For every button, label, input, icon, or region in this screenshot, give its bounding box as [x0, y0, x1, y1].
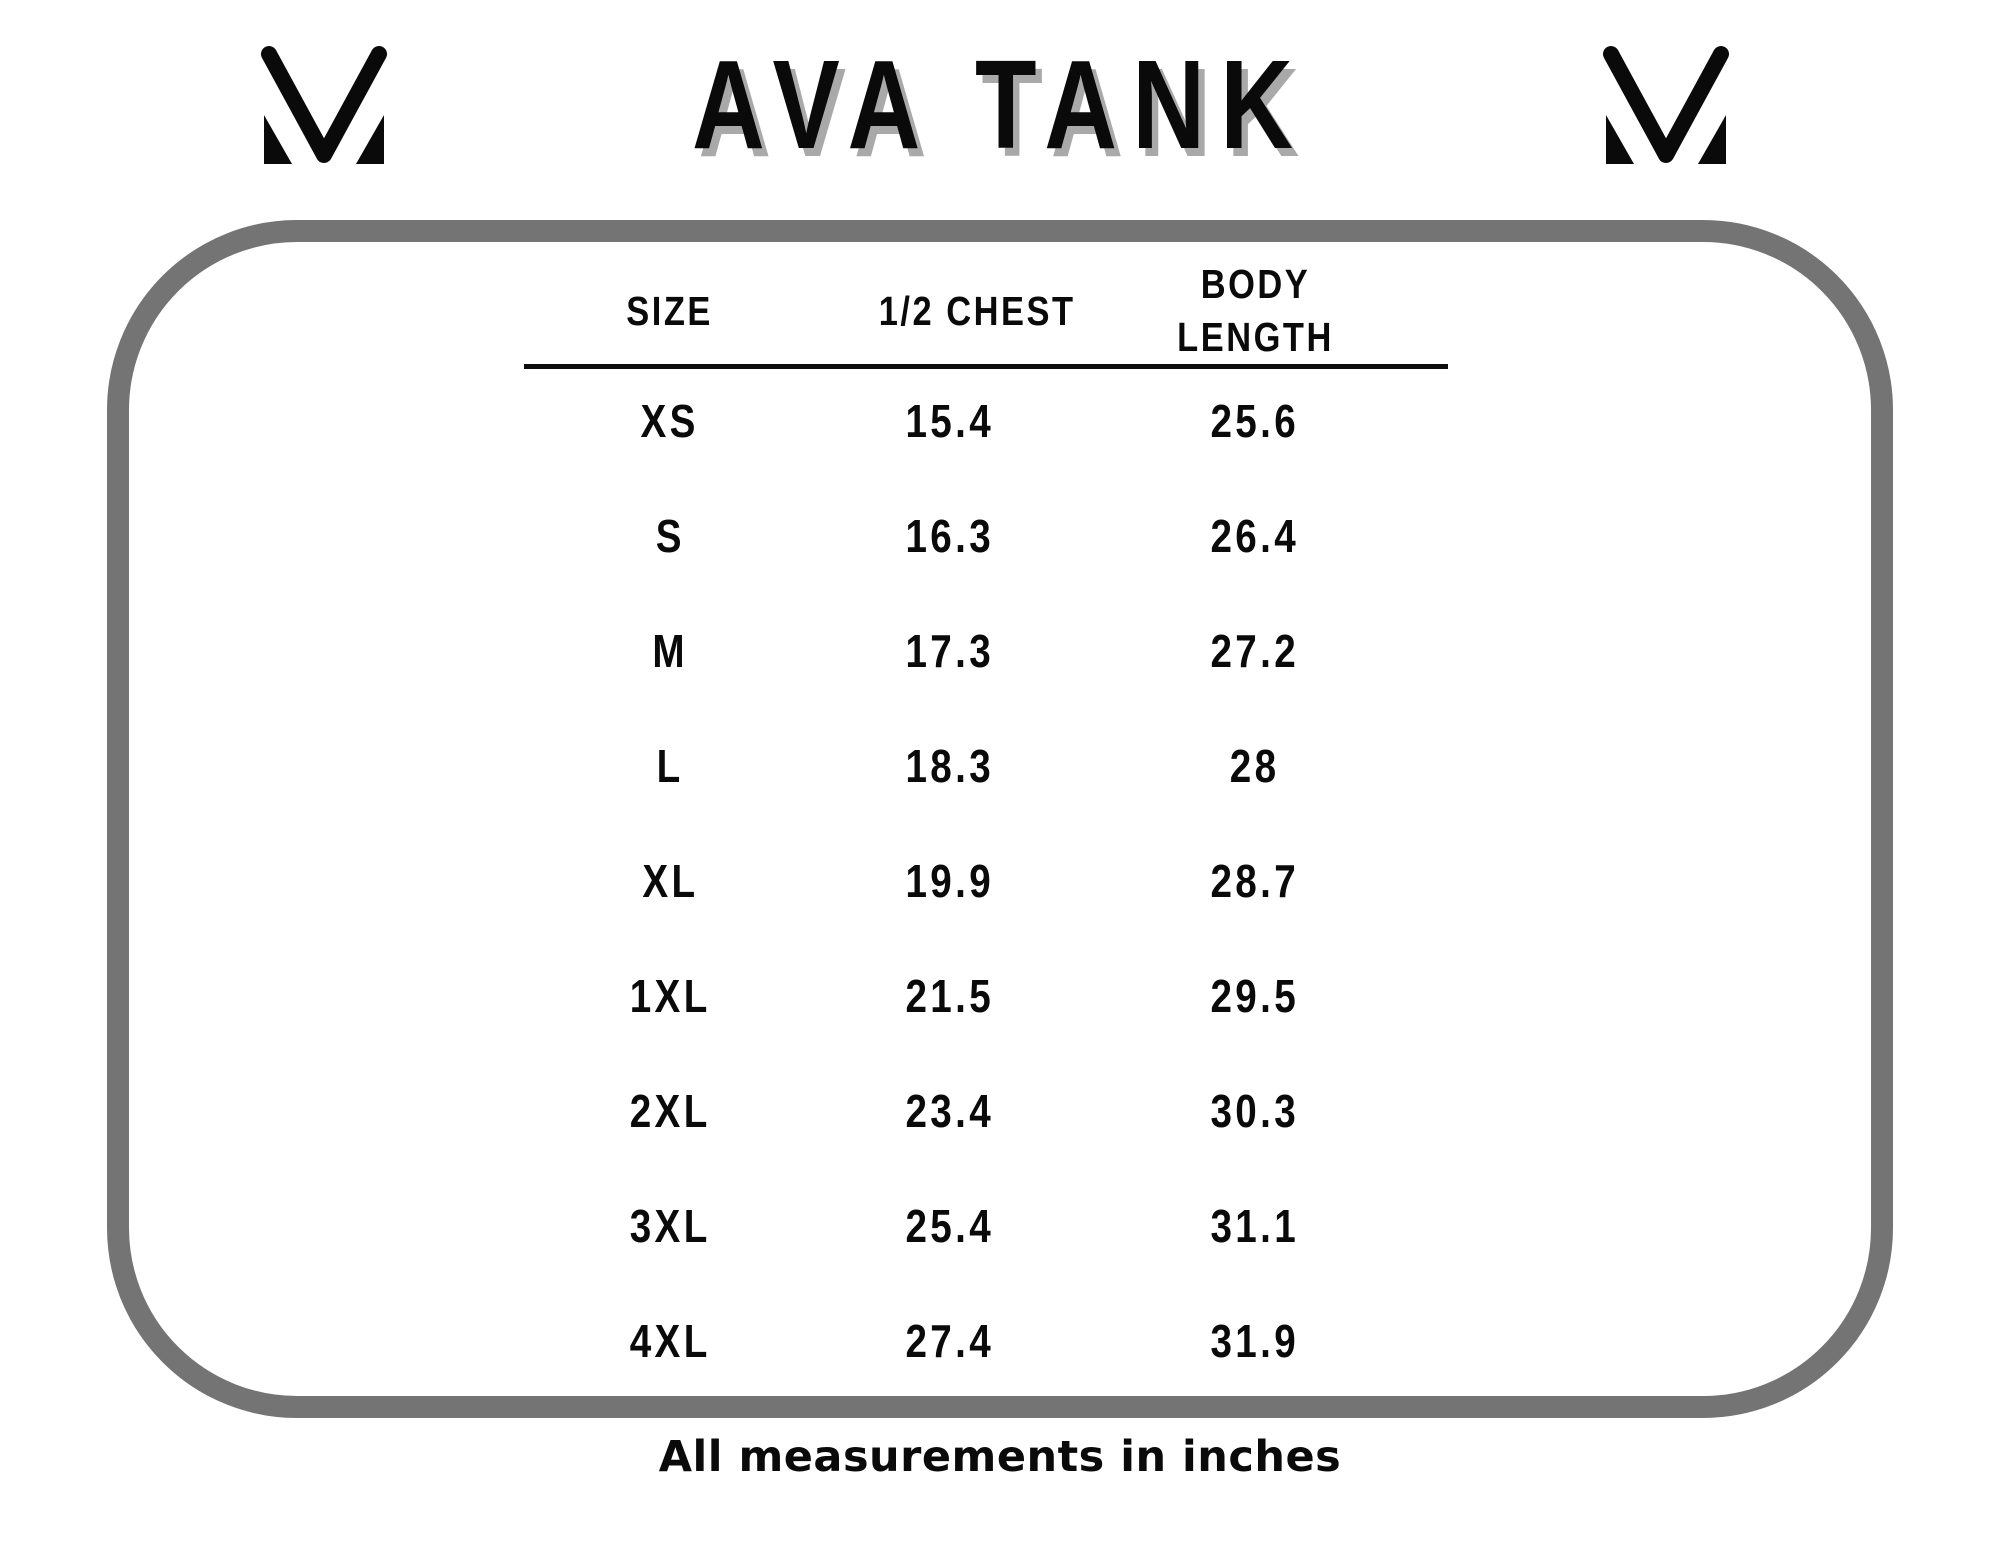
length-cell: 29.5 — [1210, 969, 1300, 1022]
length-cell: 27.2 — [1210, 624, 1300, 677]
size-table-header: SIZE 1/2 CHEST BODY LENGTH — [480, 258, 1470, 360]
chest-cell: 23.4 — [905, 1084, 995, 1137]
chest-cell: 18.3 — [905, 739, 995, 792]
size-cell: 2XL — [629, 1084, 711, 1137]
length-cell: 30.3 — [1210, 1084, 1300, 1137]
page-title-text: AVA TANK — [691, 34, 1309, 175]
length-cell: 26.4 — [1210, 509, 1300, 562]
size-cell: 4XL — [629, 1314, 711, 1367]
brand-logo-left — [258, 45, 390, 166]
size-cell: XS — [640, 394, 700, 447]
size-cell: 1XL — [629, 969, 711, 1022]
size-cell: S — [655, 509, 685, 562]
chest-cell: 15.4 — [905, 394, 995, 447]
length-cell: 25.6 — [1210, 394, 1300, 447]
brand-logo-right — [1600, 45, 1732, 166]
size-cell: XL — [641, 854, 699, 907]
chest-cell: 21.5 — [905, 969, 995, 1022]
mv-monogram-icon — [261, 46, 387, 164]
page-title: AVA TANK — [0, 42, 2000, 168]
chest-cell: 17.3 — [905, 624, 995, 677]
chest-cell: 19.9 — [905, 854, 995, 907]
size-cell: L — [656, 739, 684, 792]
length-cell: 31.1 — [1210, 1199, 1300, 1252]
column-header-body-length: BODY LENGTH — [1176, 261, 1334, 361]
size-table-body: XS 15.4 25.6 S 16.3 26.4 M 17.3 27.2 L 1… — [480, 363, 1470, 1398]
size-chart-frame — [107, 220, 1893, 1418]
header-divider-line — [524, 364, 1448, 369]
footer-note: All measurements in inches — [658, 1432, 1342, 1482]
mv-monogram-icon — [1603, 46, 1729, 164]
size-cell: 3XL — [629, 1199, 711, 1252]
chest-cell: 16.3 — [905, 509, 995, 562]
chest-cell: 27.4 — [905, 1314, 995, 1367]
size-cell: M — [652, 624, 688, 677]
column-header-half-chest: 1/2 CHEST — [878, 287, 1076, 334]
column-header-size: SIZE — [626, 287, 714, 334]
chest-cell: 25.4 — [905, 1199, 995, 1252]
length-cell: 28 — [1230, 739, 1280, 792]
length-cell: 28.7 — [1210, 854, 1300, 907]
length-cell: 31.9 — [1210, 1314, 1300, 1367]
